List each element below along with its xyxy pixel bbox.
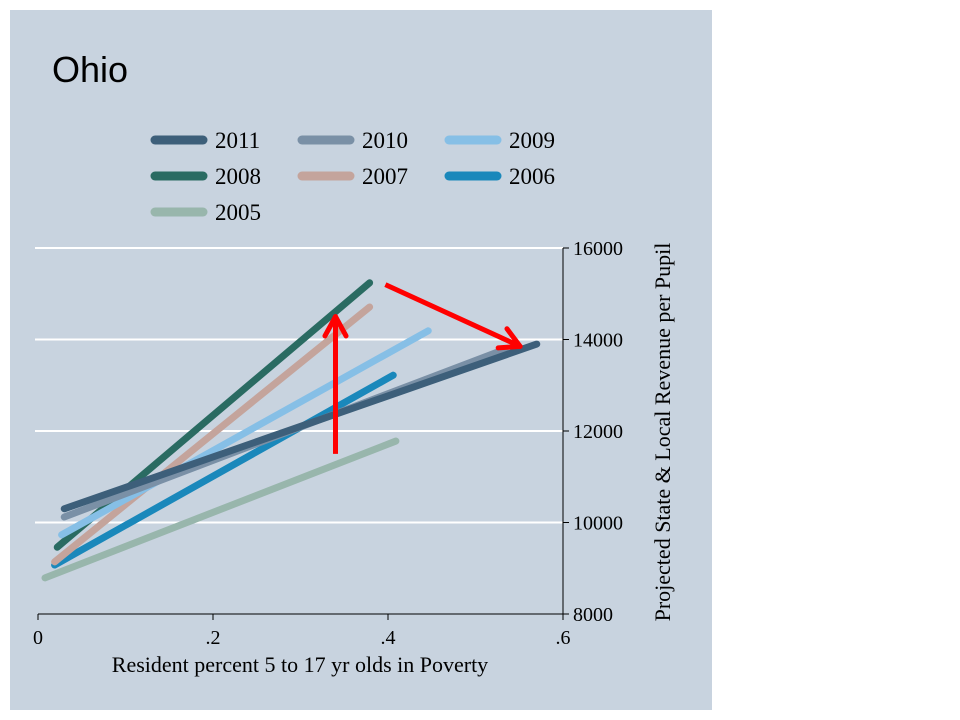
- y-tick-label: 10000: [573, 513, 623, 535]
- legend-item-2008: 2008: [150, 164, 261, 189]
- x-axis-label: Resident percent 5 to 17 yr olds in Pove…: [112, 652, 488, 677]
- arrow-head: [495, 343, 523, 351]
- arrow-head: [333, 314, 349, 339]
- annotation-arrow: [384, 282, 522, 349]
- chart-background: [10, 10, 712, 710]
- arrow-head: [322, 314, 338, 339]
- legend-item-2005: 2005: [150, 200, 261, 225]
- x-tick-label: .6: [556, 627, 571, 649]
- series-line-2009: [58, 327, 432, 539]
- series-line-2011: [60, 340, 541, 513]
- x-tick-label: .2: [206, 627, 221, 649]
- y-tick-label: 12000: [573, 421, 623, 443]
- legend-label: 2010: [362, 128, 408, 153]
- legend-label: 2007: [362, 164, 408, 189]
- legend-label: 2008: [215, 164, 261, 189]
- y-axis-label: Projected State & Local Revenue per Pupi…: [650, 243, 675, 622]
- x-tick-label: .4: [381, 627, 396, 649]
- legend-item-2011: 2011: [150, 128, 260, 153]
- series-line-2005: [41, 437, 400, 582]
- series-line-2007: [51, 303, 374, 566]
- x-tick-label: 0: [33, 627, 43, 649]
- legend-label: 2009: [509, 128, 555, 153]
- y-tick-label: 8000: [573, 604, 613, 626]
- legend-item-2010: 2010: [297, 128, 408, 153]
- legend-label: 2011: [215, 128, 260, 153]
- legend-item-2007: 2007: [297, 164, 408, 189]
- legend-label: 2005: [215, 200, 261, 225]
- y-tick-label: 14000: [573, 330, 623, 352]
- legend-item-2006: 2006: [444, 164, 555, 189]
- arrow-head: [504, 326, 523, 349]
- legend-label: 2006: [509, 164, 555, 189]
- legend-item-2009: 2009: [444, 128, 555, 153]
- y-tick-label: 16000: [573, 238, 623, 260]
- chart-title: Ohio: [52, 49, 128, 90]
